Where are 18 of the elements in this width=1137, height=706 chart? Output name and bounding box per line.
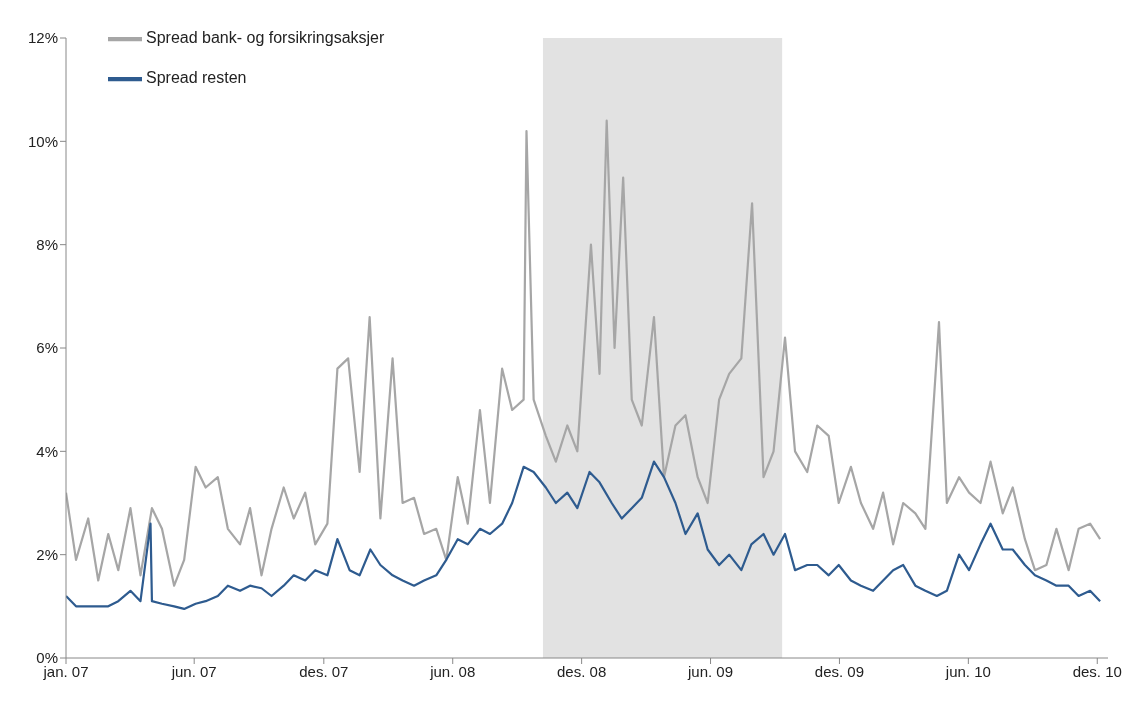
y-tick-label: 8% [36, 235, 58, 253]
line-series [66, 119, 1102, 587]
x-tick-label: jun. 09 [687, 662, 734, 680]
x-tick-label: jun. 10 [944, 662, 991, 680]
x-tick-label: jun. 08 [429, 662, 476, 680]
y-tick-label: 4% [36, 442, 58, 460]
x-tick-label: des. 07 [299, 662, 349, 680]
x-tick-label: des. 10 [1072, 662, 1122, 680]
x-tick-label: des. 09 [814, 662, 865, 680]
y-tick-label: 2% [36, 545, 58, 563]
line-series [66, 460, 1102, 611]
x-tick-label: des. 08 [557, 662, 607, 680]
legend-label: Spread bank- og forsikringsaksjer [146, 29, 385, 46]
y-tick-label: 12% [27, 29, 58, 47]
y-tick-label: 10% [27, 132, 58, 150]
x-tick-label: jun. 07 [170, 662, 217, 680]
legend-label: Spread resten [146, 69, 247, 86]
y-tick-label: 6% [36, 339, 58, 357]
